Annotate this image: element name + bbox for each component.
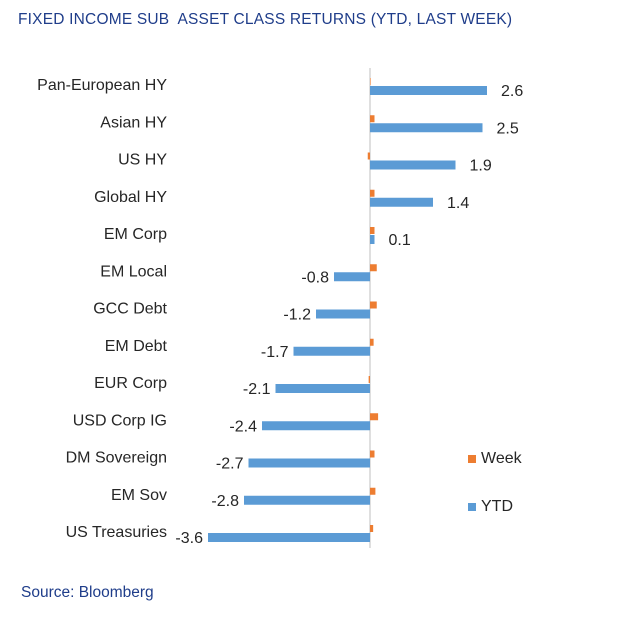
data-label: -2.4 bbox=[229, 418, 257, 435]
ytd-bar bbox=[370, 197, 433, 207]
category-label: EUR Corp bbox=[94, 375, 167, 392]
week-bar bbox=[370, 525, 374, 532]
ytd-bar bbox=[248, 458, 370, 468]
category-label: USD Corp IG bbox=[73, 412, 167, 429]
week-bar bbox=[370, 450, 375, 458]
category-label: Pan-European HY bbox=[37, 77, 167, 94]
data-label: 1.9 bbox=[470, 158, 492, 175]
week-bar bbox=[370, 338, 374, 346]
data-label: -2.7 bbox=[216, 456, 244, 473]
week-bar bbox=[370, 487, 376, 495]
data-label: 1.4 bbox=[447, 195, 469, 212]
week-bar bbox=[370, 115, 375, 123]
data-label: 2.6 bbox=[501, 83, 523, 100]
category-label: US Treasuries bbox=[66, 524, 167, 541]
ytd-bar bbox=[370, 86, 487, 95]
data-label: -1.2 bbox=[283, 307, 311, 324]
source-note: Source: Bloomberg bbox=[21, 584, 154, 601]
ytd-bar bbox=[293, 346, 370, 356]
ytd-bar bbox=[316, 309, 370, 319]
ytd-bar bbox=[262, 421, 370, 431]
category-label: GCC Debt bbox=[93, 301, 167, 318]
data-label: 2.5 bbox=[497, 120, 519, 137]
data-label: 0.1 bbox=[389, 232, 411, 249]
week-bar bbox=[367, 152, 370, 160]
chart-title: FIXED INCOME SUB ASSET CLASS RETURNS (YT… bbox=[18, 11, 513, 28]
category-label: EM Debt bbox=[105, 338, 168, 355]
legend-label: Week bbox=[481, 450, 523, 467]
category-label: DM Sovereign bbox=[66, 450, 167, 467]
week-bar bbox=[370, 227, 375, 234]
week-bar bbox=[370, 189, 375, 197]
week-bar bbox=[370, 301, 377, 309]
week-bar bbox=[370, 264, 377, 272]
ytd-bar bbox=[208, 533, 370, 542]
legend-label: YTD bbox=[481, 498, 513, 515]
ytd-bar bbox=[370, 160, 456, 170]
data-label: -3.6 bbox=[175, 530, 203, 547]
category-label: EM Sov bbox=[111, 487, 167, 504]
ytd-bar bbox=[275, 384, 370, 393]
ytd-bar bbox=[334, 272, 370, 282]
category-label: Asian HY bbox=[100, 114, 167, 131]
legend-swatch bbox=[468, 455, 476, 463]
category-label: US HY bbox=[118, 152, 167, 169]
data-label: -1.7 bbox=[261, 344, 289, 361]
legend-swatch bbox=[468, 503, 476, 511]
category-label: EM Corp bbox=[104, 226, 167, 243]
ytd-bar bbox=[244, 495, 370, 505]
category-label: Global HY bbox=[94, 189, 167, 206]
ytd-bar bbox=[370, 123, 483, 133]
week-bar bbox=[370, 78, 371, 85]
week-bar bbox=[370, 413, 379, 421]
data-label: -0.8 bbox=[301, 269, 329, 286]
ytd-bar bbox=[370, 235, 375, 244]
week-bar bbox=[368, 376, 370, 383]
data-label: -2.8 bbox=[211, 493, 239, 510]
data-label: -2.1 bbox=[243, 381, 271, 398]
category-label: EM Local bbox=[100, 263, 167, 280]
